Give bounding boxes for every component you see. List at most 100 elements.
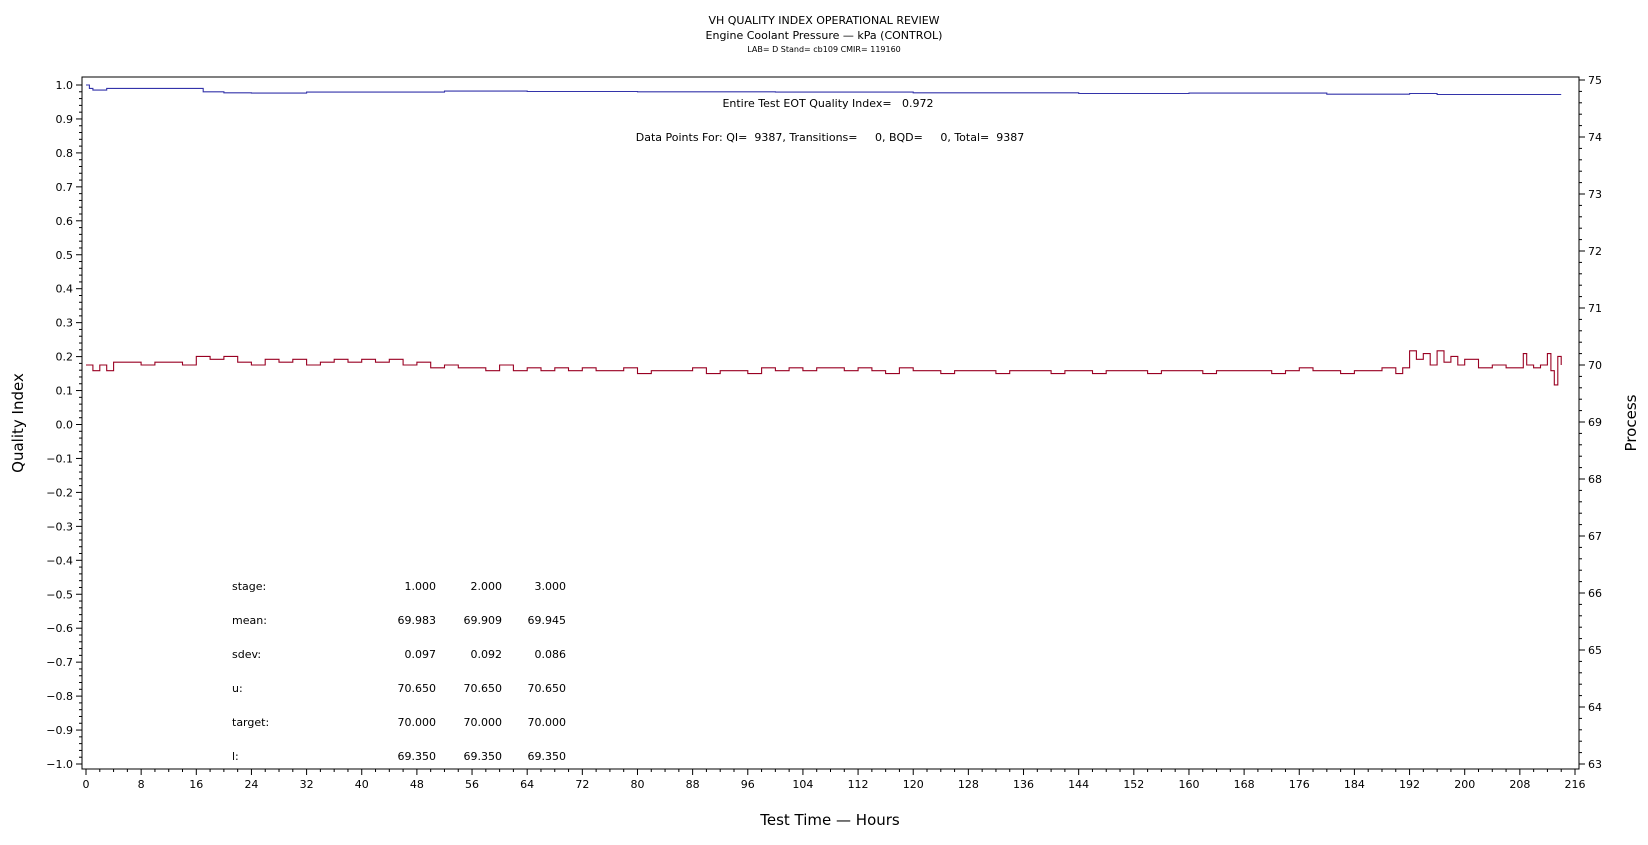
quality-index-series bbox=[86, 84, 1562, 96]
plot-frame bbox=[81, 76, 1580, 770]
y-tick-label-left: −0.2 bbox=[46, 486, 73, 499]
y-tick-label-left: −0.3 bbox=[46, 520, 73, 533]
stats-cell: 0.086 bbox=[535, 648, 567, 661]
process-series bbox=[86, 350, 1562, 386]
x-tick-label: 40 bbox=[355, 778, 369, 791]
stats-cell: 69.983 bbox=[398, 614, 437, 627]
x-tick-label: 80 bbox=[630, 778, 644, 791]
x-tick-label: 168 bbox=[1234, 778, 1255, 791]
x-tick-label: 104 bbox=[792, 778, 813, 791]
x-tick-label: 32 bbox=[300, 778, 314, 791]
x-tick-label: 128 bbox=[958, 778, 979, 791]
y-tick-label-right: 72 bbox=[1588, 245, 1602, 258]
x-tick-label: 120 bbox=[903, 778, 924, 791]
y-tick-label-left: 0.5 bbox=[56, 249, 74, 262]
y-tick-label-left: −0.8 bbox=[46, 690, 73, 703]
x-tick-label: 136 bbox=[1013, 778, 1034, 791]
x-tick-label: 56 bbox=[465, 778, 479, 791]
stats-cell: 70.650 bbox=[528, 682, 567, 695]
y-tick-label-right: 65 bbox=[1588, 644, 1602, 657]
x-tick-label: 152 bbox=[1123, 778, 1144, 791]
y-tick-label-right: 75 bbox=[1588, 74, 1602, 87]
x-tick-label: 96 bbox=[741, 778, 755, 791]
x-tick-label: 24 bbox=[244, 778, 258, 791]
y-tick-label-left: 0.1 bbox=[56, 385, 74, 398]
y-tick-label-right: 63 bbox=[1588, 758, 1602, 771]
x-tick-label: 112 bbox=[848, 778, 869, 791]
y-tick-label-left: −1.0 bbox=[46, 758, 73, 771]
stats-cell: 69.909 bbox=[464, 614, 503, 627]
y-tick-label-right: 74 bbox=[1588, 131, 1602, 144]
stats-cell: 69.350 bbox=[398, 750, 437, 763]
x-tick-label: 88 bbox=[686, 778, 700, 791]
y-tick-label-left: −0.9 bbox=[46, 724, 73, 737]
y-tick-label-right: 70 bbox=[1588, 359, 1602, 372]
y-tick-label-left: 0.4 bbox=[56, 283, 74, 296]
x-tick-label: 200 bbox=[1454, 778, 1475, 791]
x-tick-label: 144 bbox=[1068, 778, 1089, 791]
stats-row-label: mean: bbox=[232, 614, 267, 627]
x-tick-label: 48 bbox=[410, 778, 424, 791]
stats-row-label: stage: bbox=[232, 580, 266, 593]
y-tick-label-right: 67 bbox=[1588, 530, 1602, 543]
series-layer bbox=[86, 84, 1562, 386]
y-tick-label-left: 1.0 bbox=[56, 79, 74, 92]
stats-cell: 0.097 bbox=[405, 648, 437, 661]
stats-cell: 70.000 bbox=[398, 716, 437, 729]
stats-cell: 70.000 bbox=[528, 716, 567, 729]
qi-annotation: Entire Test EOT Quality Index= 0.972 bbox=[722, 97, 933, 110]
x-tick-label: 216 bbox=[1565, 778, 1586, 791]
stats-cell: 0.092 bbox=[471, 648, 503, 661]
y-tick-label-left: −0.6 bbox=[46, 622, 73, 635]
stats-row-label: u: bbox=[232, 682, 243, 695]
y-tick-label-left: −0.5 bbox=[46, 588, 73, 601]
y-tick-label-right: 64 bbox=[1588, 701, 1602, 714]
points-annotation: Data Points For: QI= 9387, Transitions= … bbox=[636, 131, 1024, 144]
stats-cell: 2.000 bbox=[471, 580, 503, 593]
x-tick-label: 8 bbox=[138, 778, 145, 791]
y-tick-label-left: −0.7 bbox=[46, 656, 73, 669]
stats-cell: 70.650 bbox=[464, 682, 503, 695]
chart-subtitle: Engine Coolant Pressure — kPa (CONTROL) bbox=[706, 29, 943, 42]
stats-cell: 3.000 bbox=[535, 580, 567, 593]
right-axis: 75 74 73 72 71 70 69 68 67 66 65 64 63 bbox=[1579, 74, 1602, 771]
bottom-axis: 0 8 16 24 32 40 48 56 64 72 80 88 96 104 112 120 128 136 1… bbox=[83, 769, 1586, 791]
y-tick-label-left: 0.6 bbox=[56, 215, 74, 228]
stats-cell: 70.650 bbox=[398, 682, 437, 695]
chart-subtitle-small: LAB= D Stand= cb109 CMIR= 119160 bbox=[747, 45, 901, 54]
chart-title: VH QUALITY INDEX OPERATIONAL REVIEW bbox=[708, 14, 939, 27]
x-tick-label: 184 bbox=[1344, 778, 1365, 791]
y-tick-label-left: −0.1 bbox=[46, 452, 73, 465]
stats-row-label: sdev: bbox=[232, 648, 261, 661]
x-tick-label: 16 bbox=[189, 778, 203, 791]
stats-cell: 69.350 bbox=[528, 750, 567, 763]
stats-cell: 70.000 bbox=[464, 716, 503, 729]
y-tick-label-left: −0.4 bbox=[46, 554, 73, 567]
y-tick-label-right: 68 bbox=[1588, 473, 1602, 486]
stats-table: stage: 1.000 2.000 3.000 mean: 69.983 69.909 69… bbox=[232, 580, 566, 763]
stats-cell: 69.350 bbox=[464, 750, 503, 763]
y-axis-label-right: Process bbox=[1622, 394, 1640, 451]
stats-row-label: target: bbox=[232, 716, 269, 729]
y-tick-label-left: 0.9 bbox=[56, 113, 74, 126]
stats-cell: 69.945 bbox=[528, 614, 567, 627]
stats-row-label: l: bbox=[232, 750, 239, 763]
y-tick-label-left: 0.3 bbox=[56, 317, 74, 330]
x-tick-label: 192 bbox=[1399, 778, 1420, 791]
x-tick-label: 72 bbox=[575, 778, 589, 791]
y-tick-label-right: 69 bbox=[1588, 416, 1602, 429]
stats-cell: 1.000 bbox=[405, 580, 437, 593]
y-tick-label-left: 0.2 bbox=[56, 351, 74, 364]
x-tick-label: 176 bbox=[1289, 778, 1310, 791]
y-tick-label-right: 66 bbox=[1588, 587, 1602, 600]
x-tick-label: 208 bbox=[1509, 778, 1530, 791]
x-tick-label: 0 bbox=[83, 778, 90, 791]
y-tick-label-left: 0.0 bbox=[56, 419, 74, 432]
x-axis-label: Test Time — Hours bbox=[759, 811, 900, 829]
y-axis-label-left: Quality Index bbox=[9, 373, 27, 473]
y-tick-label-left: 0.7 bbox=[56, 181, 74, 194]
y-tick-label-right: 73 bbox=[1588, 188, 1602, 201]
x-tick-label: 64 bbox=[520, 778, 534, 791]
y-tick-label-right: 71 bbox=[1588, 302, 1602, 315]
